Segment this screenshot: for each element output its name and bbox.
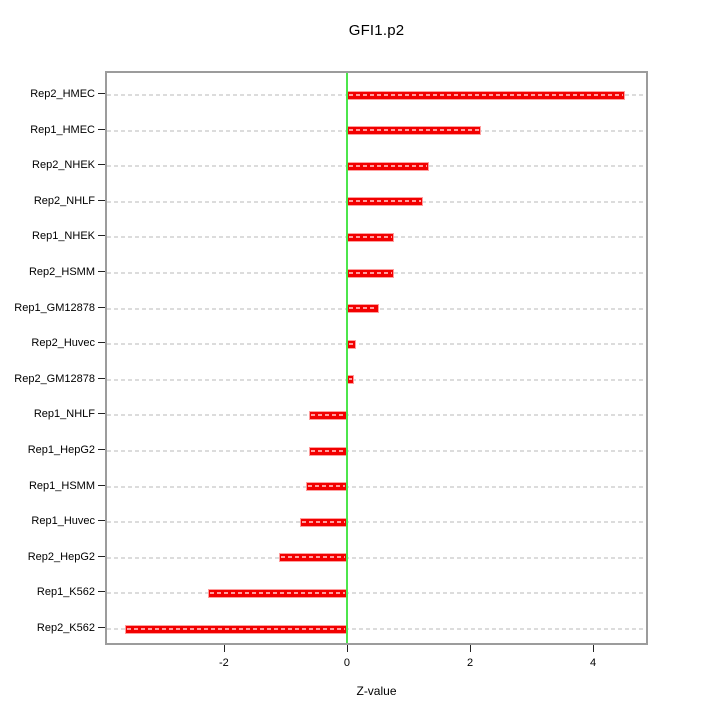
y-axis-tick (98, 306, 105, 308)
y-axis-label-Rep1_NHEK: Rep1_NHEK (32, 230, 95, 243)
x-axis-tick (593, 645, 595, 652)
bar-dash-pattern (311, 413, 345, 416)
y-axis-tick (98, 342, 105, 344)
gridline (107, 414, 646, 417)
bar-dash-pattern (302, 520, 345, 523)
y-axis-tick (98, 235, 105, 237)
y-axis-tick (98, 93, 105, 94)
bar-dash-pattern (308, 485, 345, 488)
y-axis-label-Rep2_NHLF: Rep2_NHLF (33, 194, 95, 207)
y-axis-label-Rep2_HepG2: Rep2_HepG2 (27, 550, 95, 563)
y-axis-tick (98, 520, 105, 522)
gridline (107, 378, 646, 381)
bar-Rep1_GM12878 (346, 304, 379, 314)
y-axis-tick (98, 377, 105, 379)
bar-Rep1_NHEK (346, 232, 395, 242)
bar-Rep2_NHLF (346, 197, 423, 207)
gridline (107, 592, 646, 595)
y-axis-tick (98, 484, 105, 486)
x-axis-tick (346, 645, 348, 652)
y-axis-tick (98, 128, 105, 130)
chart-title: GFI1.p2 (348, 22, 405, 39)
y-axis-label-Rep2_HSMM: Rep2_HSMM (28, 266, 95, 278)
y-axis-label-Rep2_HMEC: Rep2_HMEC (30, 88, 95, 100)
bar-dash-pattern (348, 378, 352, 381)
y-axis-label-Rep1_HMEC: Rep1_HMEC (30, 123, 95, 136)
x-axis-tick-label: -2 (219, 657, 229, 669)
zero-reference-line (345, 73, 348, 643)
y-axis-tick (98, 555, 105, 557)
y-axis-label-Rep2_GM12878: Rep2_GM12878 (14, 372, 95, 385)
x-axis-tick (223, 645, 225, 652)
x-axis-tick-label: 4 (590, 657, 597, 669)
y-axis-tick (98, 591, 105, 593)
bar-Rep1_NHLF (309, 410, 347, 420)
gridline (107, 556, 646, 559)
y-axis-label-Rep1_K562: Rep1_K562 (36, 586, 95, 599)
x-axis-tick-label: 0 (343, 657, 351, 669)
bar-Rep1_K562 (207, 588, 347, 598)
y-axis-tick (98, 199, 105, 201)
y-axis-tick (98, 413, 105, 415)
bar-dash-pattern (348, 93, 624, 96)
bar-Rep2_Huvec (346, 339, 357, 349)
bar-dash-pattern (348, 342, 355, 345)
bar-dash-pattern (348, 200, 421, 203)
bar-Rep2_K562 (124, 624, 347, 634)
y-axis-label-Rep1_GM12878: Rep1_GM12878 (14, 301, 95, 314)
y-axis-tick (98, 449, 105, 450)
bar-Rep2_HSMM (346, 268, 394, 278)
y-axis-label-Rep2_K562: Rep2_K562 (36, 622, 95, 634)
gridline (107, 343, 646, 346)
x-axis-title: Z-value (356, 684, 397, 698)
y-axis-tick (98, 271, 105, 272)
gridline (107, 628, 646, 630)
bar-dash-pattern (209, 591, 345, 594)
bar-Rep2_NHEK (346, 161, 429, 171)
bar-dash-pattern (126, 627, 345, 630)
bar-Rep1_HSMM (306, 482, 347, 492)
y-axis-label-Rep1_Huvec: Rep1_Huvec (31, 515, 95, 528)
gridline (107, 521, 646, 524)
bar-dash-pattern (310, 449, 345, 452)
bar-dash-pattern (348, 307, 377, 310)
y-axis-label-Rep1_HepG2: Rep1_HepG2 (27, 444, 95, 456)
y-axis-tick (98, 164, 105, 166)
bar-Rep1_HepG2 (308, 446, 347, 456)
y-axis-tick (98, 627, 105, 628)
y-axis-label-Rep1_HSMM: Rep1_HSMM (28, 479, 95, 492)
bar-dash-pattern (280, 556, 345, 559)
bar-Rep2_HepG2 (278, 553, 347, 563)
bar-dash-pattern (348, 129, 480, 132)
bar-Rep1_Huvec (300, 517, 347, 527)
y-axis-label-Rep2_Huvec: Rep2_Huvec (31, 337, 95, 350)
x-axis-tick-label: 2 (466, 657, 474, 669)
y-axis-label-Rep2_NHEK: Rep2_NHEK (32, 159, 95, 172)
bar-dash-pattern (348, 235, 393, 238)
bar-Rep2_GM12878 (346, 375, 354, 385)
gridline (107, 450, 646, 452)
y-axis-label-Rep1_NHLF: Rep1_NHLF (33, 408, 95, 421)
gridline (107, 485, 646, 488)
x-axis-tick (470, 645, 472, 652)
bar-dash-pattern (348, 271, 392, 274)
bar-Rep1_HMEC (346, 126, 482, 136)
bar-Rep2_HMEC (346, 90, 626, 100)
bar-dash-pattern (348, 164, 427, 167)
plot-area (105, 71, 648, 645)
